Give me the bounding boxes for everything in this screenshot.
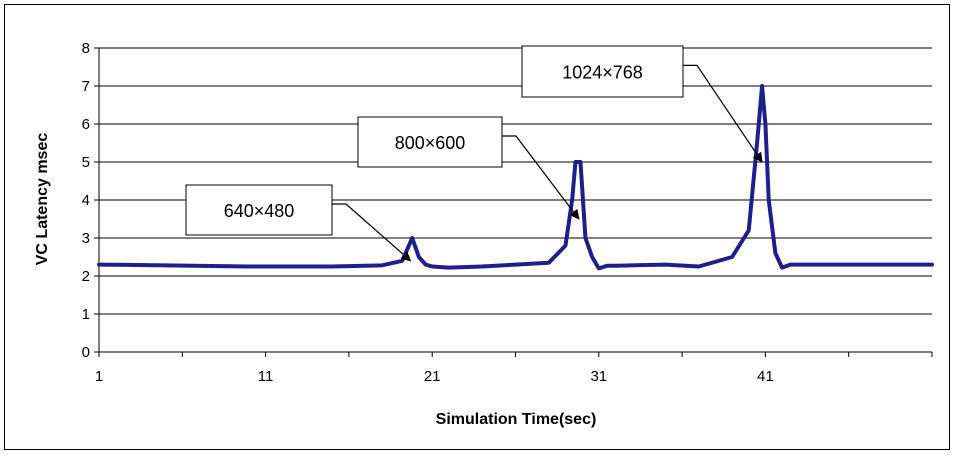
gridlines [99, 47, 932, 315]
y-tick-label: 3 [82, 230, 90, 247]
callout-2: 800×600 [357, 116, 580, 220]
callout-box [357, 116, 503, 168]
y-tick-label: 6 [82, 116, 90, 133]
y-tick-label: 8 [82, 40, 90, 57]
callout-3: 1024×768 [521, 45, 763, 163]
callout-arrow [502, 135, 580, 220]
y-tick-label: 1 [82, 306, 90, 323]
x-tick-labels: 1 11 21 31 41 [95, 368, 774, 385]
callout-arrow [683, 64, 763, 163]
series-line [97, 84, 934, 271]
callout-label: 1024×768 [562, 63, 643, 83]
x-tick-label: 11 [258, 368, 274, 385]
x-tick-label: 31 [590, 368, 607, 385]
x-tick-label: 21 [424, 368, 441, 385]
y-tick-labels: 0 1 2 3 4 5 6 7 8 [82, 40, 90, 361]
callout-label: 800×600 [395, 133, 466, 153]
callout-1: 640×480 [185, 184, 412, 262]
y-tick-label: 5 [82, 154, 90, 171]
callout-label: 640×480 [224, 201, 295, 221]
callout-arrow [332, 203, 412, 262]
series-layer [97, 84, 934, 271]
callout-box [185, 184, 333, 236]
annotation-layer: 640×480 800×600 1024×768 [185, 45, 763, 262]
x-tick-label: 41 [757, 368, 774, 385]
x-tick-label: 1 [95, 368, 103, 385]
chart-frame [4, 4, 950, 450]
x-axis-title: Simulation Time(sec) [436, 411, 597, 428]
y-tick-label: 4 [82, 192, 90, 209]
y-tick-label: 0 [82, 344, 90, 361]
y-tick-label: 7 [82, 78, 90, 95]
axes [94, 47, 933, 357]
y-tick-label: 2 [82, 268, 90, 285]
callout-box [521, 45, 684, 98]
y-axis-title: VC Latency msec [34, 133, 51, 266]
